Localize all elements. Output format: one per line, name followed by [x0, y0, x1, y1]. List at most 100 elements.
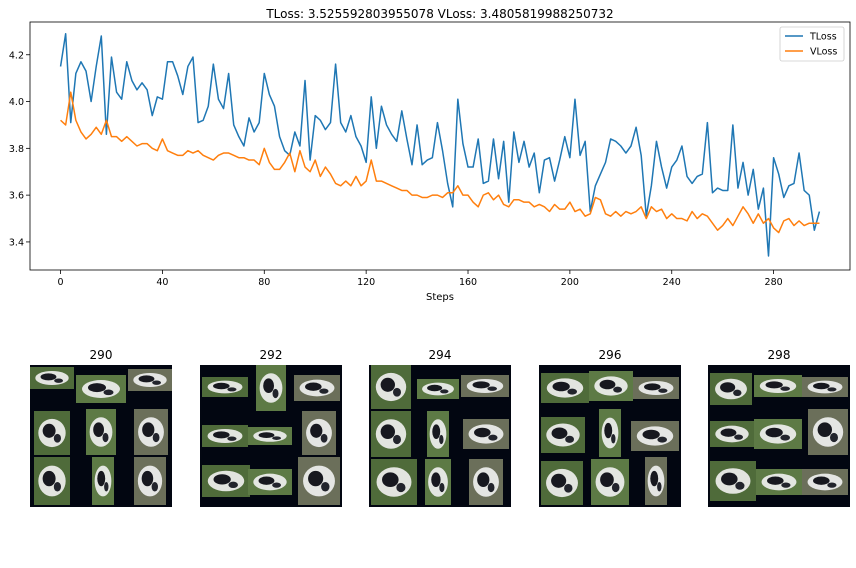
cow-spot [813, 476, 830, 485]
cow-spot [827, 482, 837, 488]
x-tick-label: 200 [561, 277, 579, 288]
cow-spot [138, 375, 155, 383]
cow-spot [487, 482, 495, 493]
cow-spot [104, 481, 109, 492]
cow-spot [765, 381, 783, 389]
cow-spot [611, 433, 616, 444]
series-line-tloss [59, 32, 821, 257]
thumbnail-title: 290 [89, 348, 113, 362]
x-tick-label: 240 [663, 277, 681, 288]
cow-spot [474, 427, 491, 438]
cow-spot [258, 432, 275, 438]
cow-spot [97, 470, 106, 487]
thumbnail-image [200, 365, 342, 507]
cow-spot [272, 436, 281, 440]
cow-spot [604, 422, 613, 439]
cow-spot [319, 388, 329, 394]
x-tick-label: 40 [156, 277, 168, 288]
cow-spot [227, 387, 237, 392]
cow-spot [813, 382, 830, 390]
cow-spot [427, 384, 443, 392]
thumbnail-title: 294 [428, 348, 452, 362]
cow-spot [781, 482, 791, 488]
cow-spot [439, 434, 444, 445]
cow-spot [488, 434, 498, 441]
x-tick-label: 120 [357, 277, 375, 288]
cow-spot [830, 432, 838, 443]
thumbnail-title: 292 [259, 348, 283, 362]
cow-spot [103, 389, 114, 396]
cow-spot [565, 435, 574, 443]
axis-ticks: 0 40 80 120 160 200 240 280 3.4 3.6 3.8 4.0 4.2 [9, 50, 783, 288]
cow-spot [228, 481, 238, 489]
cow-spot [88, 383, 106, 393]
cow-spot [552, 381, 570, 392]
cow-spot [152, 432, 160, 443]
thumbnail-image [30, 365, 172, 507]
x-tick-label: 80 [258, 277, 270, 288]
legend-label: TLoss [809, 32, 837, 43]
cow-spot [720, 382, 736, 393]
cow-spot [396, 482, 406, 493]
cow-spot [657, 436, 667, 443]
cow-spot [258, 476, 275, 485]
cow-spot [393, 387, 401, 397]
cow-spot [472, 381, 490, 389]
cow-spot [151, 481, 158, 492]
cow-spot [657, 481, 662, 492]
cow-spot [393, 434, 401, 445]
cow-spot [321, 481, 330, 492]
thumbnail-image [708, 365, 850, 507]
cow-spot [213, 431, 230, 439]
cow-spot [658, 388, 668, 393]
x-tick-label: 280 [765, 277, 783, 288]
cow-spot [487, 386, 497, 391]
cow-spot [42, 470, 56, 487]
x-axis-label: Steps [426, 292, 454, 303]
cow-spot [721, 472, 738, 486]
cow-spot [152, 380, 161, 385]
cow-spot [432, 424, 441, 440]
cow-spot [650, 470, 659, 487]
cow-spot [272, 388, 279, 399]
cow-spot [40, 373, 57, 381]
cow-spot [720, 428, 737, 437]
cow-spot [440, 389, 449, 394]
cow-spot [54, 378, 63, 383]
thumbnail-image [539, 365, 681, 507]
cow-spot [142, 422, 155, 438]
cow-spot [642, 429, 660, 440]
cow-spot [600, 472, 614, 488]
cow-spot [735, 481, 745, 490]
plot-frame [29, 21, 851, 271]
y-tick-label: 3.8 [9, 144, 24, 155]
cow-spot [733, 389, 742, 397]
cow-spot [213, 474, 231, 485]
cow-spot [263, 378, 274, 394]
cow-spot [551, 427, 568, 439]
cow-spot [567, 388, 577, 395]
y-tick-label: 4.2 [9, 50, 24, 61]
cow-spot [817, 422, 832, 438]
cow-spot [227, 436, 237, 441]
cow-spot [93, 422, 104, 438]
y-tick-label: 3.6 [9, 191, 24, 202]
cow-spot [53, 481, 61, 492]
cow-spot [305, 382, 322, 391]
legend-label: VLoss [810, 47, 837, 58]
cow-spot [780, 434, 790, 441]
cow-spot [644, 383, 661, 391]
cow-spot [102, 432, 109, 443]
cow-spot [613, 386, 622, 393]
cow-spot [380, 377, 395, 392]
cow-spot [42, 423, 56, 438]
thumbnail-title: 296 [598, 348, 622, 362]
cow-spot [320, 433, 328, 443]
cow-spot [767, 476, 784, 485]
cow-spot [827, 387, 837, 392]
cow-spot [780, 386, 790, 391]
y-tick-label: 3.4 [9, 237, 24, 248]
cow-spot [734, 434, 743, 440]
cow-spot [765, 427, 783, 438]
